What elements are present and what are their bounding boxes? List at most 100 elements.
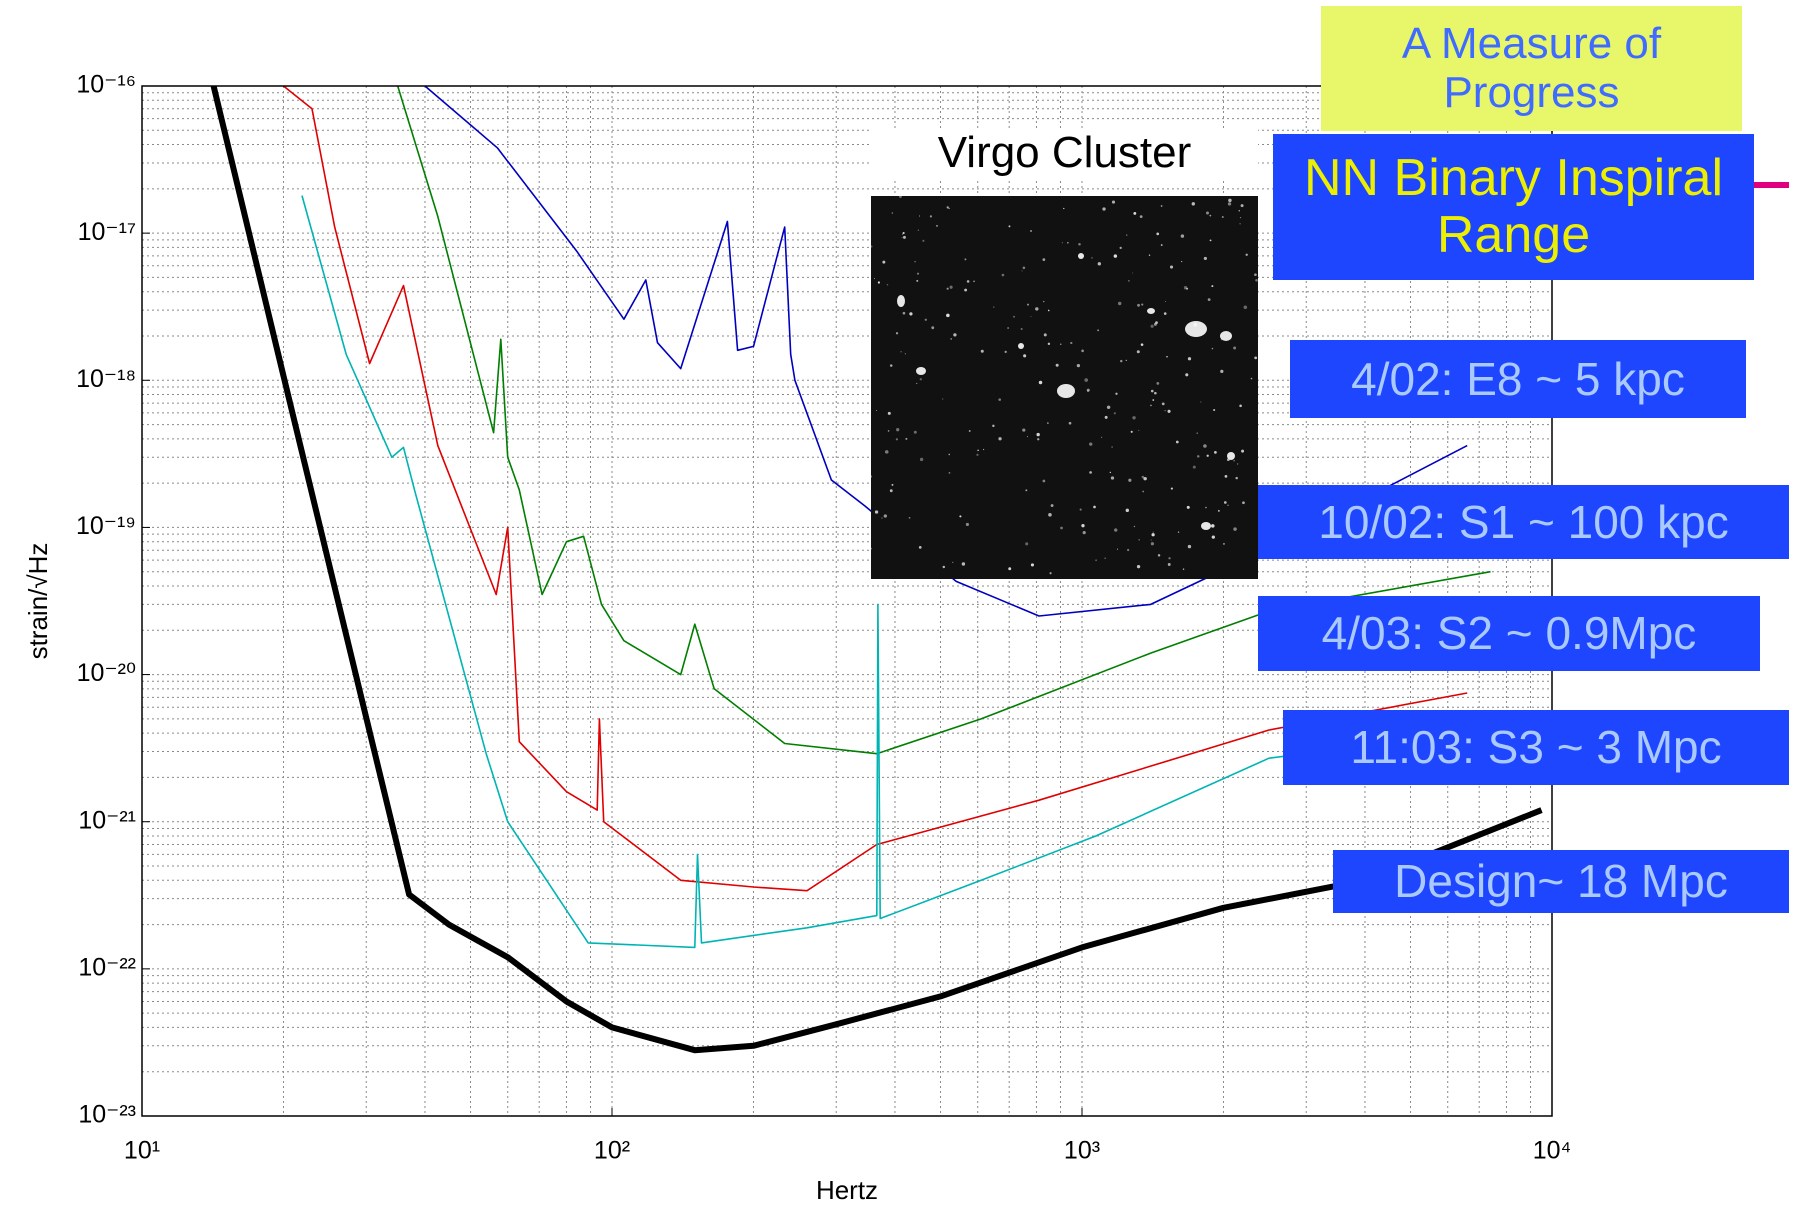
galaxy [1185, 321, 1207, 337]
star [1182, 568, 1185, 570]
star [952, 561, 954, 563]
star [1132, 272, 1134, 274]
star [1207, 298, 1211, 302]
galaxy [1057, 384, 1075, 398]
star [1128, 478, 1132, 482]
star [1243, 305, 1248, 310]
star [916, 272, 920, 275]
series-line [210, 86, 1543, 1054]
star [1101, 436, 1103, 438]
star [1078, 242, 1081, 246]
star [1097, 329, 1100, 332]
star [1067, 242, 1069, 244]
star [1113, 254, 1118, 258]
star [1027, 303, 1029, 306]
star [1203, 256, 1207, 261]
star [1180, 234, 1185, 238]
star [1165, 300, 1167, 303]
star [895, 438, 898, 441]
galaxy [916, 367, 926, 375]
star [942, 398, 944, 400]
star [1025, 542, 1029, 546]
star [1255, 278, 1258, 282]
star [1119, 246, 1122, 250]
star [1214, 450, 1217, 454]
star [1136, 350, 1140, 354]
star [1117, 301, 1122, 306]
star [948, 207, 950, 210]
star [950, 338, 952, 340]
star [877, 281, 881, 284]
star [884, 450, 889, 454]
star [913, 430, 917, 434]
star [946, 287, 949, 290]
y-tick-label: 10⁻²⁰ [77, 659, 136, 687]
star [1239, 223, 1241, 225]
star [1095, 559, 1097, 562]
star [1070, 341, 1073, 345]
star [1156, 232, 1160, 236]
star [1192, 465, 1196, 469]
galaxy [1201, 522, 1211, 530]
star [1177, 531, 1180, 533]
star [873, 278, 876, 280]
star [1081, 523, 1085, 528]
star [1203, 444, 1207, 448]
star [1250, 377, 1253, 380]
star [896, 428, 900, 432]
y-axis-label: strain/√Hz [23, 543, 53, 660]
star [968, 430, 971, 432]
star [1060, 343, 1062, 345]
star [1185, 373, 1189, 377]
star [1138, 429, 1140, 431]
star [1035, 307, 1039, 311]
star [953, 333, 957, 337]
star [1239, 404, 1242, 408]
star [895, 332, 899, 335]
star [1055, 363, 1059, 367]
star [1114, 528, 1118, 532]
star [942, 565, 946, 569]
galaxy [1227, 452, 1235, 460]
star [1043, 333, 1047, 337]
star [900, 351, 902, 353]
star [1254, 273, 1257, 277]
galaxy [1220, 331, 1232, 341]
star [1217, 509, 1220, 512]
star [902, 311, 906, 315]
series-label: 10/02: S1 ~ 100 kpc [1258, 485, 1789, 559]
star [905, 437, 908, 440]
star [1157, 554, 1161, 557]
x-axis-label: Hertz [816, 1175, 878, 1205]
star [1150, 324, 1154, 328]
star [1137, 303, 1140, 307]
star [1242, 501, 1245, 505]
star [902, 233, 904, 235]
star [1141, 303, 1144, 306]
star [1081, 349, 1084, 353]
star [1191, 202, 1195, 206]
star [870, 547, 872, 550]
star [902, 231, 905, 235]
star [1143, 476, 1147, 481]
star [1047, 309, 1050, 312]
star [1049, 572, 1052, 575]
star [1021, 270, 1023, 272]
star [961, 562, 966, 566]
series-line [424, 86, 1468, 617]
star [1026, 436, 1029, 438]
star [1126, 234, 1128, 236]
star [965, 522, 969, 526]
star [1160, 244, 1163, 246]
star [874, 510, 879, 514]
star [1120, 359, 1123, 363]
star [998, 437, 1002, 441]
star [1030, 563, 1035, 567]
star [1104, 557, 1106, 559]
star [1042, 479, 1046, 483]
y-tick-label: 10⁻¹⁸ [76, 365, 136, 393]
star [1036, 432, 1040, 437]
star [1084, 378, 1089, 382]
star [903, 235, 906, 239]
star [1167, 409, 1171, 413]
